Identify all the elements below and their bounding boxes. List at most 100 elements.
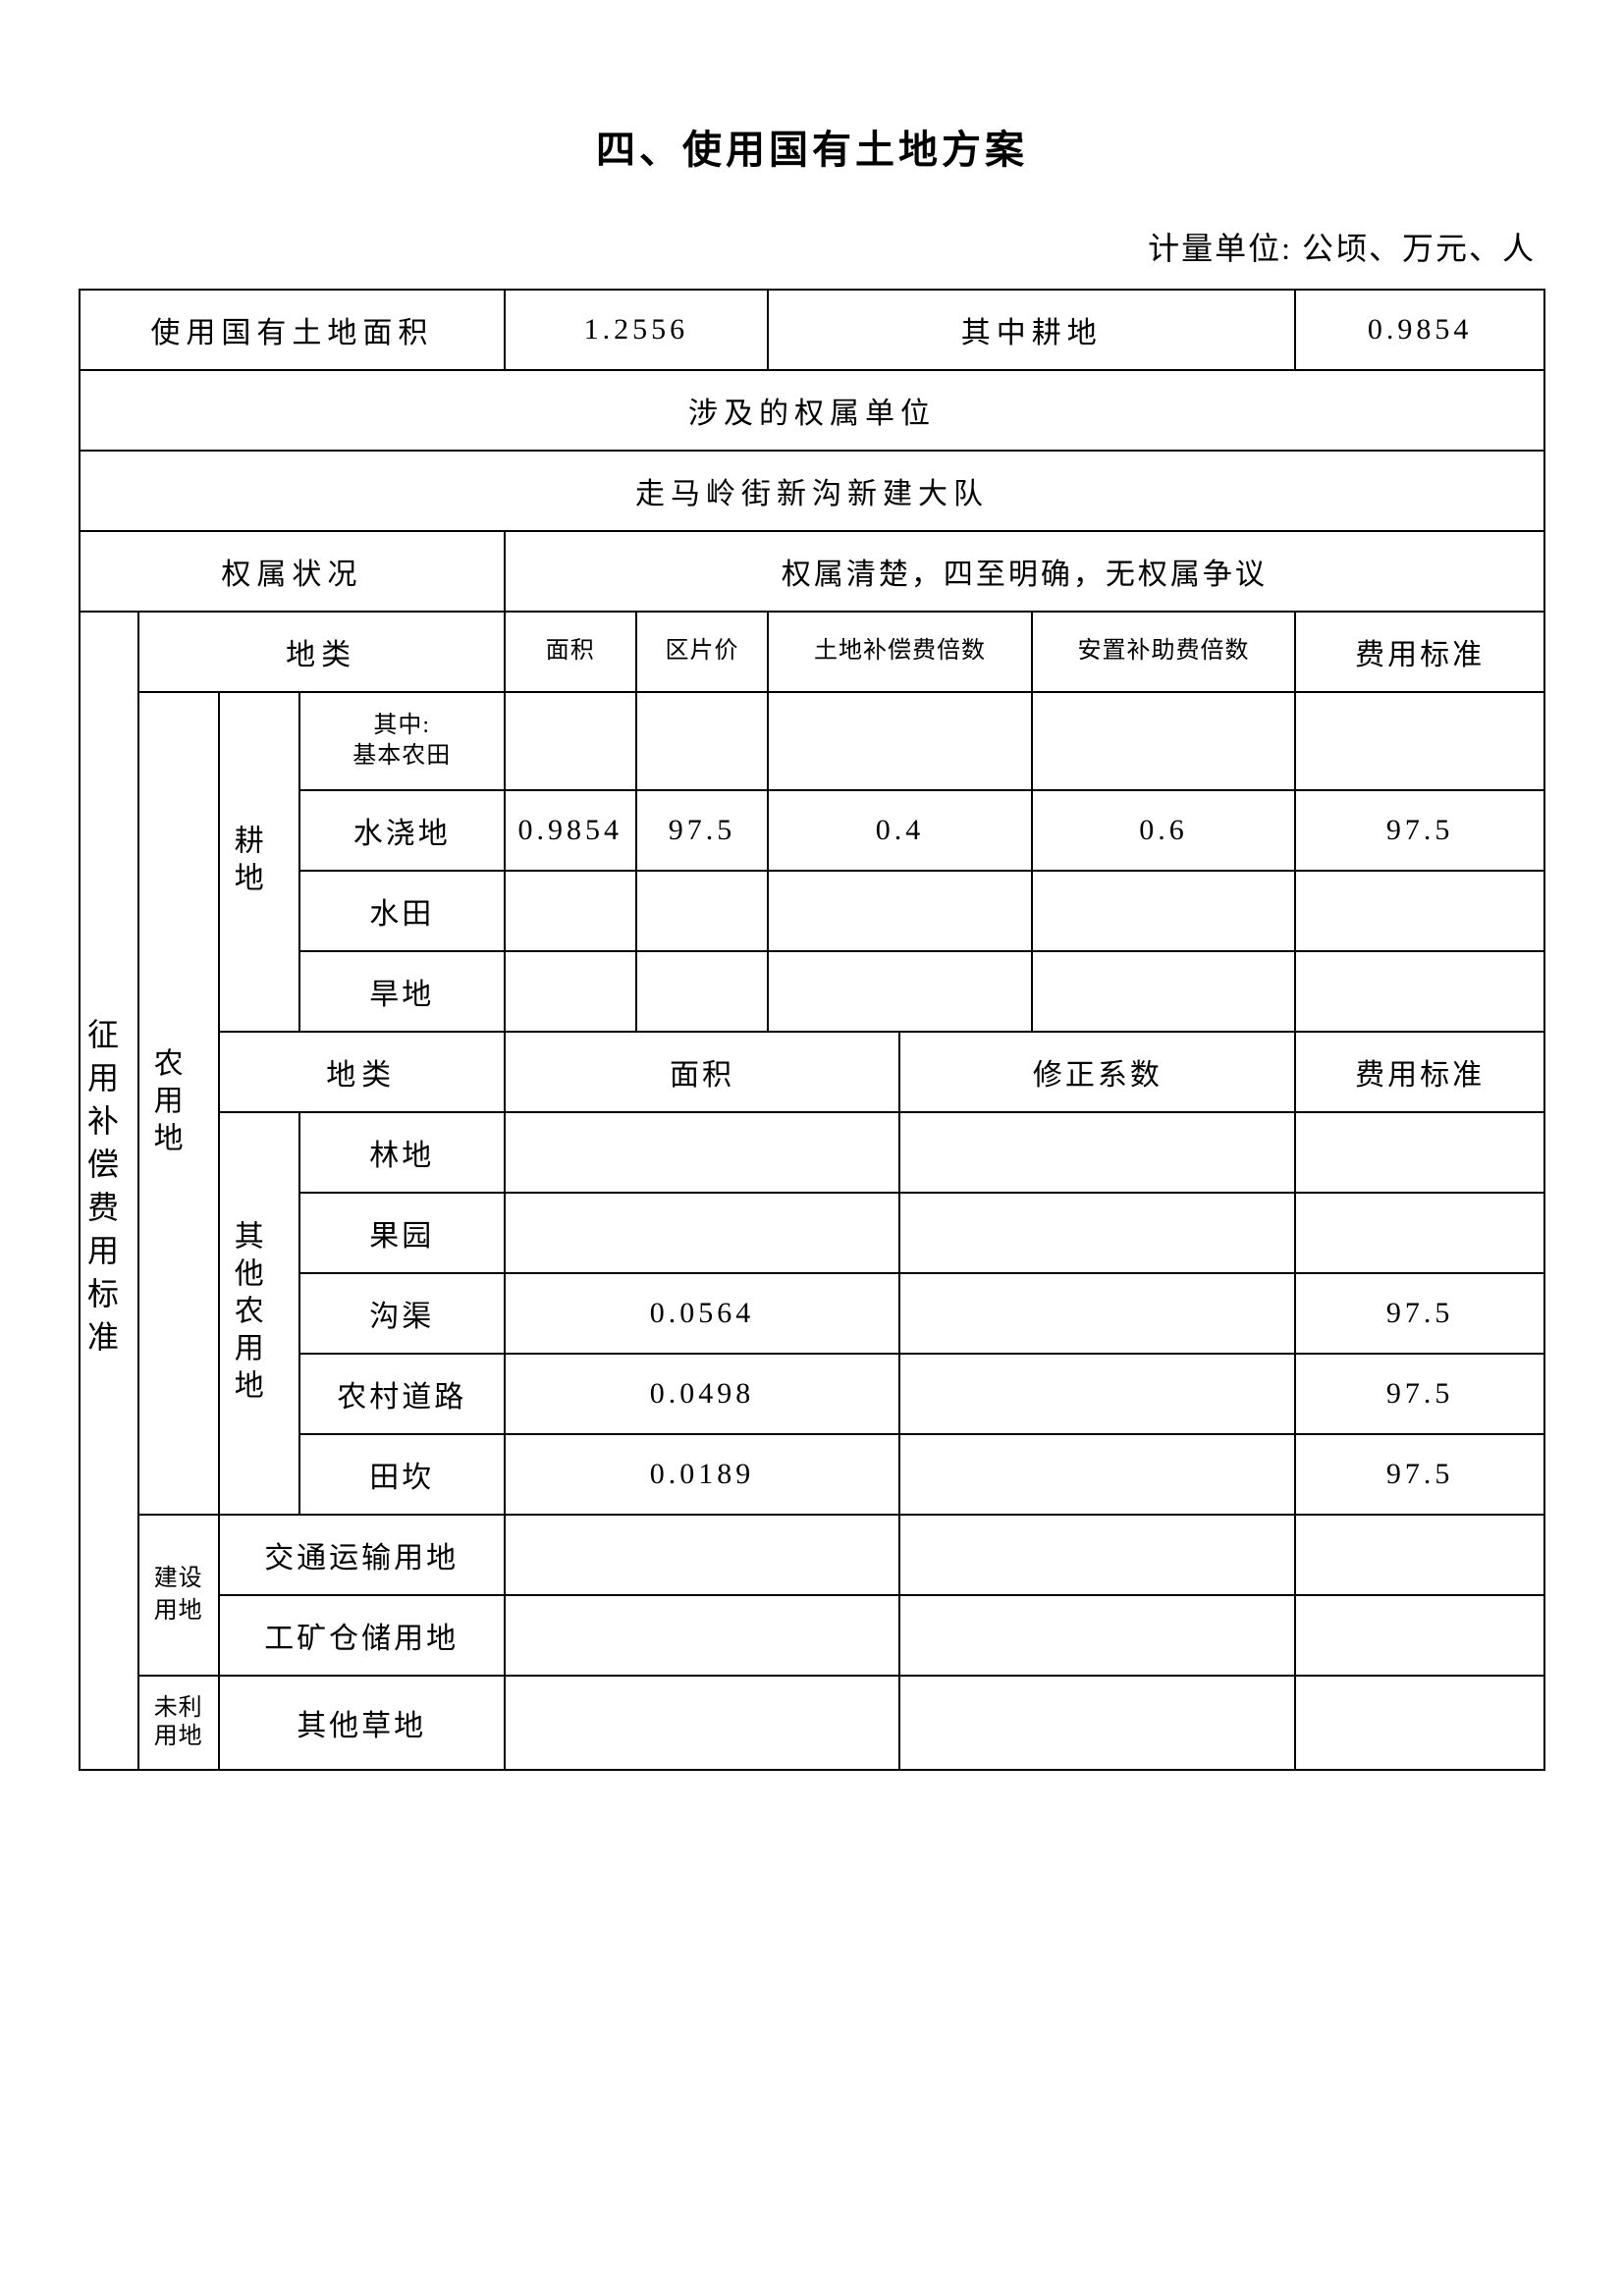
table-row: 使用国有土地面积 1.2556 其中耕地 0.9854 (80, 290, 1544, 370)
table-row: 涉及的权属单位 (80, 370, 1544, 451)
farmland-value: 0.9854 (1295, 290, 1544, 370)
cell-empty (899, 1193, 1295, 1273)
header-land-type-2: 地类 (219, 1032, 505, 1112)
header-area: 面积 (505, 612, 636, 692)
cell-empty (899, 1595, 1295, 1676)
table-row: 旱地 (80, 951, 1544, 1032)
side-label-text: 征用补偿费用标准 (84, 1018, 124, 1363)
table-row: 地类 面积 修正系数 费用标准 (80, 1032, 1544, 1112)
row-irrigated-comp-mult: 0.4 (768, 790, 1032, 871)
row-other-grass: 其他草地 (219, 1676, 505, 1770)
header-correction: 修正系数 (899, 1032, 1295, 1112)
group-farmland: 农用地 (138, 692, 219, 1515)
cell-empty (1032, 951, 1296, 1032)
header-fee-standard-2: 费用标准 (1295, 1032, 1544, 1112)
row-paddy: 水田 (299, 871, 505, 951)
table-row: 农用地 耕地 其中: 基本农田 (80, 692, 1544, 790)
table-row: 农村道路 0.0498 97.5 (80, 1354, 1544, 1434)
cell-empty (1295, 1515, 1544, 1595)
cell-empty (899, 1515, 1295, 1595)
cell-empty (768, 871, 1032, 951)
group-farmland-text: 农用地 (143, 1047, 187, 1159)
row-rural-road-fee: 97.5 (1295, 1354, 1544, 1434)
cell-empty (1295, 1193, 1544, 1273)
group-construction: 建设用地 (138, 1515, 219, 1676)
farmland-label: 其中耕地 (768, 290, 1295, 370)
cell-empty (899, 1354, 1295, 1434)
land-use-table: 使用国有土地面积 1.2556 其中耕地 0.9854 涉及的权属单位 走马岭街… (79, 289, 1545, 1771)
owner-unit-label: 涉及的权属单位 (80, 370, 1544, 451)
area-label: 使用国有土地面积 (80, 290, 505, 370)
group-other-farm-text: 其他农用地 (224, 1220, 267, 1407)
cell-empty (1295, 1676, 1544, 1770)
table-row: 工矿仓储用地 (80, 1595, 1544, 1676)
cell-empty (636, 951, 768, 1032)
table-row: 征用补偿费用标准 地类 面积 区片价 土地补偿费倍数 安置补助费倍数 费用标准 (80, 612, 1544, 692)
group-cultivated-text: 耕地 (224, 825, 267, 899)
cell-empty (1295, 951, 1544, 1032)
cell-empty (1295, 1112, 1544, 1193)
header-area-2: 面积 (505, 1032, 900, 1112)
ownership-status-value: 权属清楚，四至明确，无权属争议 (505, 531, 1544, 612)
row-transport: 交通运输用地 (219, 1515, 505, 1595)
cell-empty (505, 1595, 900, 1676)
cell-empty (505, 1676, 900, 1770)
table-row: 走马岭街新沟新建大队 (80, 451, 1544, 531)
table-row: 果园 (80, 1193, 1544, 1273)
owner-unit-value: 走马岭街新沟新建大队 (80, 451, 1544, 531)
row-rural-road-area: 0.0498 (505, 1354, 900, 1434)
page-title: 四、使用国有土地方案 (79, 118, 1545, 175)
row-irrigated-label: 水浇地 (299, 790, 505, 871)
row-dry: 旱地 (299, 951, 505, 1032)
cell-empty (1032, 871, 1296, 951)
cell-empty (636, 871, 768, 951)
group-cultivated: 耕地 (219, 692, 299, 1032)
header-settle-multiple: 安置补助费倍数 (1032, 612, 1296, 692)
table-row: 建设用地 交通运输用地 (80, 1515, 1544, 1595)
cell-empty (899, 1434, 1295, 1515)
row-orchard: 果园 (299, 1193, 505, 1273)
area-value: 1.2556 (505, 290, 769, 370)
group-unused: 未利用地 (138, 1676, 219, 1770)
cell-empty (1032, 692, 1296, 790)
table-row: 未利用地 其他草地 (80, 1676, 1544, 1770)
row-irrigated-fee: 97.5 (1295, 790, 1544, 871)
row-rural-road-label: 农村道路 (299, 1354, 505, 1434)
row-ridge-area: 0.0189 (505, 1434, 900, 1515)
header-land-type: 地类 (138, 612, 505, 692)
cell-empty (505, 692, 636, 790)
table-row: 权属状况 权属清楚，四至明确，无权属争议 (80, 531, 1544, 612)
cell-empty (505, 1112, 900, 1193)
header-zone-price: 区片价 (636, 612, 768, 692)
row-ridge-fee: 97.5 (1295, 1434, 1544, 1515)
cell-empty (1295, 692, 1544, 790)
cell-empty (505, 1193, 900, 1273)
units-label: 计量单位: 公顷、万元、人 (79, 224, 1545, 269)
row-ditch-fee: 97.5 (1295, 1273, 1544, 1354)
table-row: 水浇地 0.9854 97.5 0.4 0.6 97.5 (80, 790, 1544, 871)
row-irrigated-area: 0.9854 (505, 790, 636, 871)
table-row: 沟渠 0.0564 97.5 (80, 1273, 1544, 1354)
table-row: 田坎 0.0189 97.5 (80, 1434, 1544, 1515)
cell-empty (768, 951, 1032, 1032)
cell-empty (505, 951, 636, 1032)
cell-empty (899, 1273, 1295, 1354)
cell-empty (505, 871, 636, 951)
ownership-status-label: 权属状况 (80, 531, 505, 612)
cell-empty (899, 1112, 1295, 1193)
header-comp-multiple: 土地补偿费倍数 (768, 612, 1032, 692)
row-forest: 林地 (299, 1112, 505, 1193)
cell-empty (505, 1515, 900, 1595)
table-row: 水田 (80, 871, 1544, 951)
cell-empty (1295, 871, 1544, 951)
row-basic-farmland: 其中: 基本农田 (299, 692, 505, 790)
header-fee-standard: 费用标准 (1295, 612, 1544, 692)
side-label: 征用补偿费用标准 (80, 612, 138, 1770)
row-mining: 工矿仓储用地 (219, 1595, 505, 1676)
row-irrigated-settle-mult: 0.6 (1032, 790, 1296, 871)
cell-empty (899, 1676, 1295, 1770)
row-ditch-label: 沟渠 (299, 1273, 505, 1354)
group-other-farm: 其他农用地 (219, 1112, 299, 1515)
cell-empty (768, 692, 1032, 790)
table-row: 其他农用地 林地 (80, 1112, 1544, 1193)
